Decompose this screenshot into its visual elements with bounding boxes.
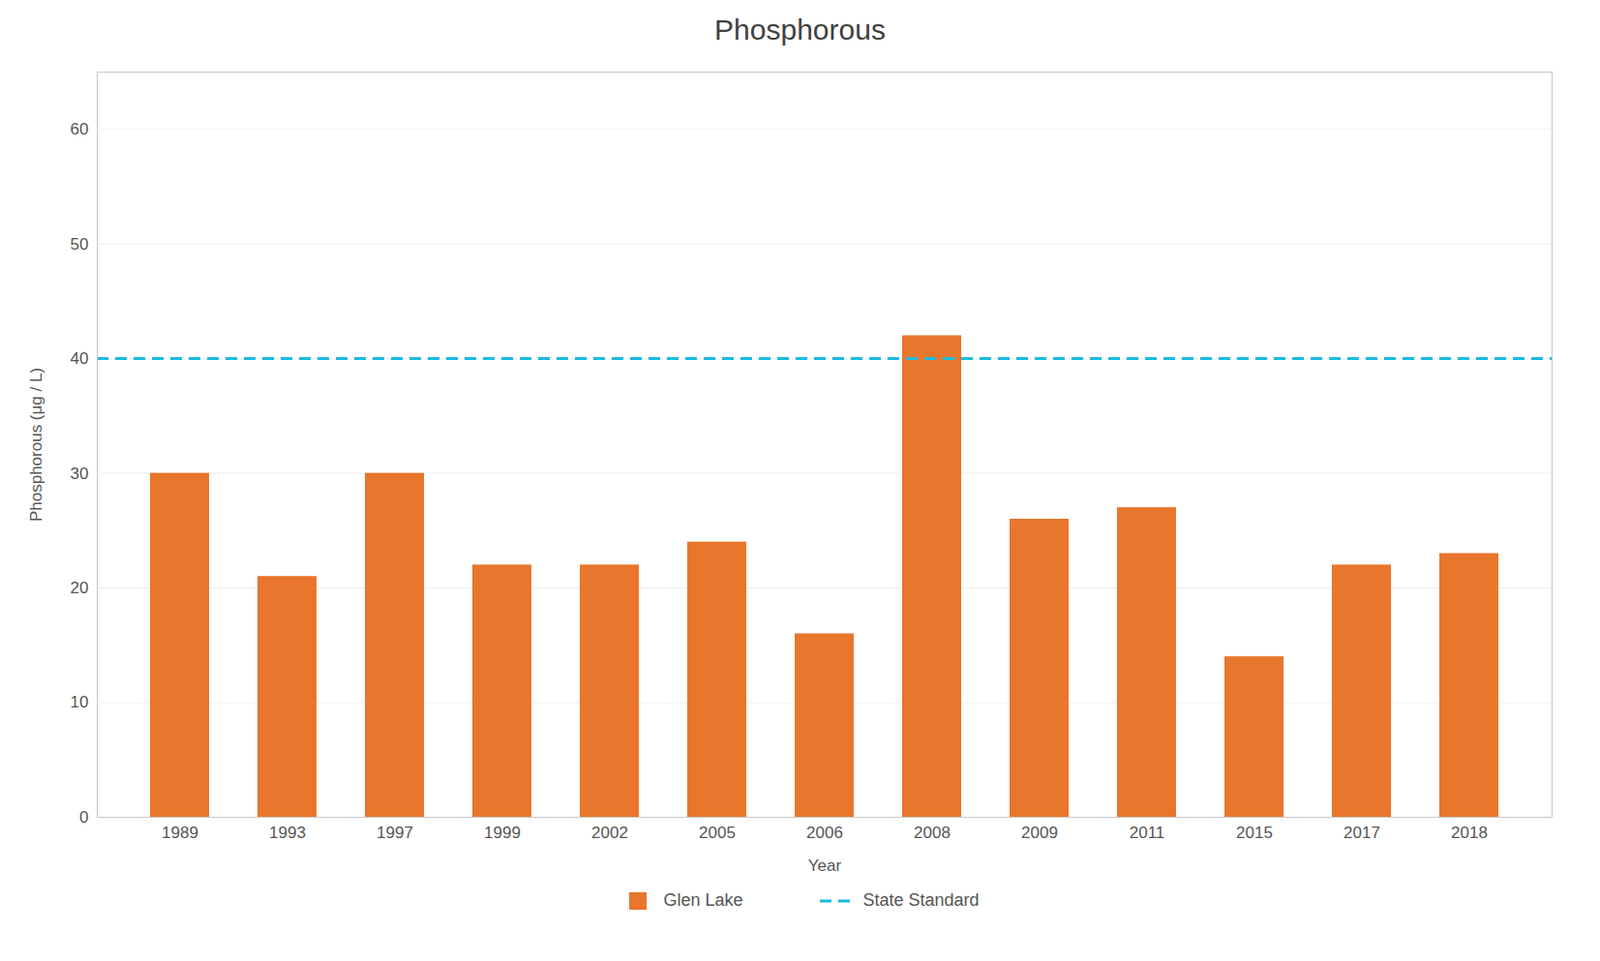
svg-text:60: 60 bbox=[70, 120, 90, 139]
svg-text:2002: 2002 bbox=[591, 823, 629, 843]
svg-text:Year: Year bbox=[808, 856, 843, 876]
svg-text:1997: 1997 bbox=[376, 823, 414, 843]
svg-text:Phosphorous (μg / L): Phosphorous (μg / L) bbox=[27, 367, 46, 522]
svg-text:1993: 1993 bbox=[269, 823, 306, 843]
html-text:State Standard: State Standard bbox=[862, 890, 980, 910]
svg-text:20: 20 bbox=[70, 578, 90, 598]
svg-text:40: 40 bbox=[70, 349, 90, 368]
svg-text:30: 30 bbox=[70, 464, 90, 484]
svg-text:1999: 1999 bbox=[483, 823, 521, 843]
svg-text:2008: 2008 bbox=[913, 823, 951, 843]
svg-text:2006: 2006 bbox=[806, 823, 844, 843]
svg-text:0: 0 bbox=[79, 808, 89, 827]
svg-text:50: 50 bbox=[70, 235, 90, 254]
html-text:Phosphorous: Phosphorous bbox=[714, 13, 886, 46]
svg-text:2017: 2017 bbox=[1343, 823, 1381, 843]
svg-text:2018: 2018 bbox=[1450, 823, 1488, 843]
svg-text:2009: 2009 bbox=[1021, 823, 1058, 843]
svg-text:2015: 2015 bbox=[1236, 823, 1273, 843]
html-text:Glen Lake: Glen Lake bbox=[663, 890, 743, 910]
svg-text:2005: 2005 bbox=[698, 823, 736, 843]
svg-text:1989: 1989 bbox=[161, 823, 199, 843]
svg-text:2011: 2011 bbox=[1129, 823, 1166, 843]
svg-text:10: 10 bbox=[70, 693, 90, 712]
